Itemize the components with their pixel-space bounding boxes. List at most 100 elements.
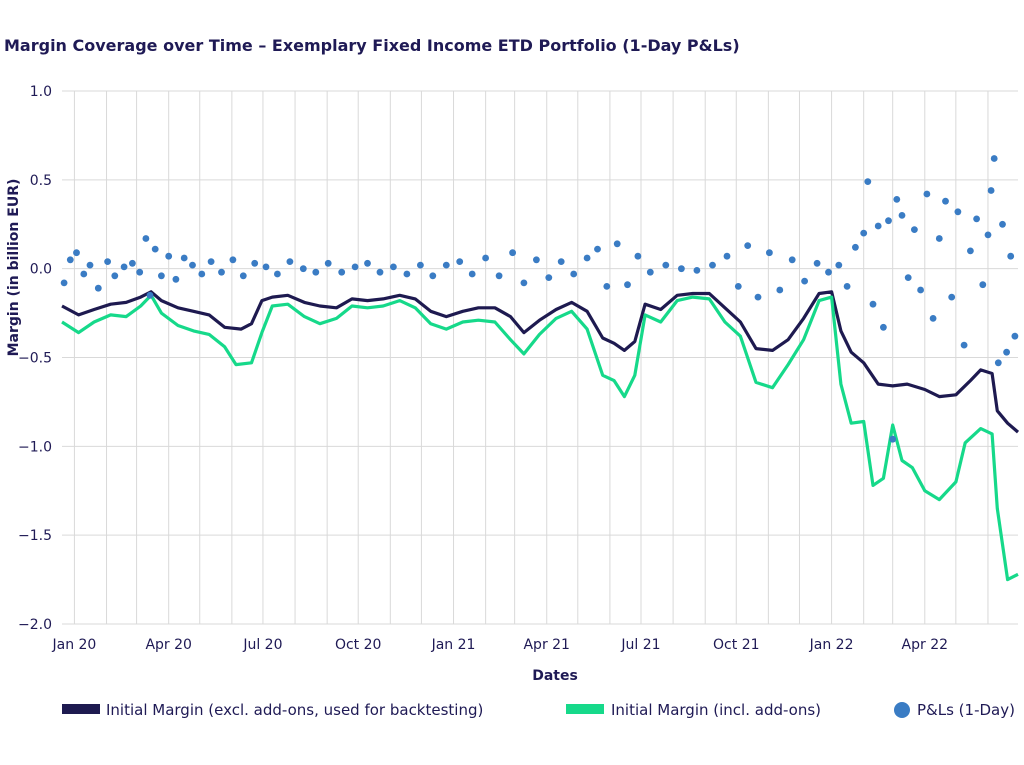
pnl-point: [189, 261, 196, 269]
pnl-point: [942, 197, 949, 205]
y-tick-label: 0.5: [30, 173, 52, 189]
y-tick-label: −1.5: [18, 528, 52, 544]
x-tick-label: Jan 20: [51, 637, 96, 653]
pnl-point: [570, 270, 578, 278]
x-tick-label: Oct 20: [335, 637, 381, 653]
pnl-point: [864, 178, 872, 186]
pnl-point: [893, 196, 901, 203]
pnl-point: [468, 270, 476, 278]
pnl-point: [1007, 252, 1015, 260]
x-tick-label: Apr 21: [523, 637, 569, 653]
pnl-point: [889, 435, 897, 443]
pnl-point: [229, 256, 237, 264]
pnl-point: [312, 268, 320, 276]
pnl-point: [351, 263, 359, 271]
x-tick-label: Apr 22: [902, 637, 948, 653]
legend-swatch-im-incl: [566, 704, 604, 714]
x-tick-label: Jan 22: [809, 637, 854, 653]
pnl-point: [286, 258, 294, 265]
pnl-point: [723, 252, 731, 260]
pnl-point: [709, 261, 716, 269]
pnl-point: [923, 190, 931, 198]
x-tick-label: Apr 20: [145, 637, 191, 653]
series-line-im-incl: [61, 293, 1019, 582]
pnl-point: [456, 258, 464, 265]
pnl-point: [935, 235, 943, 242]
pnl-point: [376, 268, 384, 276]
pnl-point: [364, 259, 371, 267]
pnl-point: [66, 256, 74, 264]
pnl-point: [172, 275, 180, 283]
pnl-point: [979, 281, 987, 289]
pnl-point: [852, 243, 859, 251]
pnl-point: [948, 293, 956, 301]
pnl-point: [509, 249, 516, 257]
pnl-point: [390, 263, 397, 271]
pnl-point: [880, 323, 887, 331]
pnl-point: [583, 254, 591, 262]
pnl-point: [801, 277, 808, 285]
x-tick-label: Jul 20: [242, 637, 282, 653]
pnl-point: [603, 283, 611, 290]
pnl-point: [403, 270, 411, 278]
pnl-point: [754, 293, 762, 301]
pnl-point: [954, 208, 962, 216]
pnl-point: [984, 231, 992, 239]
pnl-point: [999, 220, 1006, 228]
pnl-point: [251, 259, 259, 267]
pnl-point: [520, 279, 528, 287]
x-axis-title: Dates: [532, 668, 578, 684]
pnl-point: [207, 258, 215, 265]
pnl-point: [734, 283, 742, 290]
pnl-point: [594, 245, 601, 253]
pnl-point: [429, 272, 437, 280]
y-axis-title: Margin (in billion EUR): [6, 179, 22, 357]
pnl-point: [994, 359, 1002, 367]
pnl-point: [898, 212, 906, 219]
pnl-point: [990, 155, 998, 162]
pnl-point: [417, 261, 424, 269]
pnl-point: [94, 284, 102, 292]
pnl-point: [1003, 348, 1010, 356]
pnl-point: [136, 268, 144, 276]
pnl-point: [142, 235, 150, 242]
pnl-point: [885, 217, 892, 225]
pnl-point: [662, 261, 670, 269]
pnl-point: [1011, 332, 1019, 340]
pnl-point: [911, 226, 918, 234]
pnl-point: [104, 258, 111, 265]
pnl-point: [324, 259, 332, 267]
x-tick-label: Oct 21: [713, 637, 759, 653]
pnl-point: [835, 261, 843, 269]
pnl-point: [533, 256, 540, 264]
pnl-point: [960, 341, 968, 349]
pnl-point: [338, 268, 346, 276]
pnl-point: [860, 229, 868, 237]
pnl-point: [239, 272, 247, 280]
pnl-point: [60, 279, 68, 287]
pnl-point: [973, 215, 980, 223]
pnl-point: [678, 265, 685, 273]
pnl-point: [843, 283, 851, 290]
pnl-point: [146, 291, 154, 299]
pnl-point: [262, 263, 270, 271]
legend-label-im-incl: Initial Margin (incl. add-ons): [611, 701, 821, 719]
pnl-point: [825, 268, 832, 276]
pnl-point: [442, 261, 450, 269]
pnl-point: [813, 259, 821, 267]
pnl-point: [80, 270, 88, 278]
legend-swatch-im-excl: [62, 704, 100, 714]
pnl-point: [776, 286, 784, 294]
y-tick-label: −1.0: [18, 439, 52, 455]
pnl-point: [917, 286, 924, 294]
pnl-point: [766, 249, 773, 257]
pnl-point: [744, 242, 752, 250]
x-tick-label: Jan 21: [431, 637, 476, 653]
pnl-point: [120, 263, 128, 271]
pnl-point: [151, 245, 159, 253]
legend-label-im-excl: Initial Margin (excl. add-ons, used for …: [106, 701, 483, 719]
pnl-point: [158, 272, 165, 280]
series-line-im-excl: [61, 290, 1020, 434]
pnl-point: [646, 268, 654, 276]
